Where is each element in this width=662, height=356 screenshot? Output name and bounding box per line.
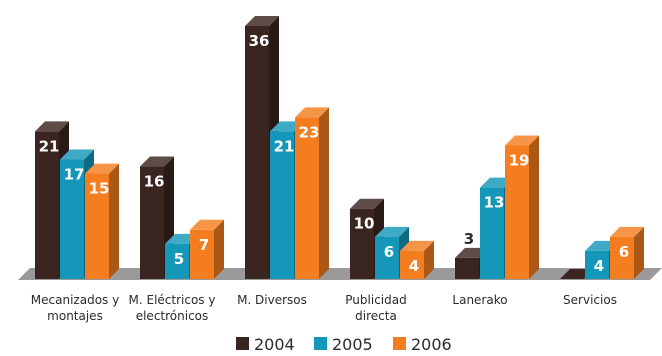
bar-front (350, 208, 374, 279)
legend-swatch-2006 (393, 337, 406, 350)
data-label-2005-1: 5 (174, 250, 184, 268)
bar-front (505, 145, 529, 279)
bar-front (455, 257, 479, 279)
bar-top (505, 135, 539, 146)
category-labels: Mecanizados y montajes M. Eléctricos y elec… (31, 293, 617, 323)
category-label-2: M. Diversos (237, 293, 307, 307)
data-label-2005-3: 6 (384, 243, 394, 261)
data-label-2004-0: 21 (39, 137, 60, 155)
legend-label-2006: 2006 (411, 335, 452, 354)
bar-top (190, 219, 224, 230)
legend-label-2004: 2004 (254, 335, 295, 354)
bar-side (529, 135, 539, 279)
data-label-2004-4: 3 (464, 230, 474, 248)
data-label-2005-4: 13 (484, 194, 505, 212)
bar-front (270, 131, 294, 279)
data-label-2006-3: 4 (409, 257, 419, 275)
bar-2006-4 (505, 135, 539, 279)
bar-front (140, 166, 164, 279)
data-label-2006-5: 6 (619, 243, 629, 261)
bar-top (60, 149, 94, 160)
bar-top (35, 121, 69, 132)
bar-front (480, 187, 504, 279)
bar-front (85, 173, 109, 279)
bar-front (295, 117, 319, 279)
bar-front (400, 250, 424, 279)
category-label-5: Servicios (563, 293, 617, 307)
data-label-2005-5: 4 (594, 257, 604, 275)
bar-top (140, 156, 174, 167)
legend: 2004 2005 2006 (236, 335, 452, 354)
data-label-2006-4: 19 (509, 151, 530, 169)
bar-front (60, 159, 84, 279)
data-label-2006-1: 7 (199, 236, 209, 254)
legend-swatch-2005 (314, 337, 327, 350)
bar-front (610, 236, 634, 279)
bar-2006-2 (295, 107, 329, 279)
category-label-4: Lanerako (452, 293, 507, 307)
bar-side (424, 240, 434, 279)
bar-front (245, 26, 269, 279)
bar-side (319, 107, 329, 279)
legend-swatch-2004 (236, 337, 249, 350)
bar-side (109, 163, 119, 279)
data-label-2006-2: 23 (299, 123, 320, 141)
data-label-2005-2: 21 (274, 137, 295, 155)
data-label-2004-3: 10 (354, 215, 375, 233)
bar-front (375, 236, 399, 279)
data-label-2004-1: 16 (144, 173, 165, 191)
bar-top (295, 107, 329, 118)
legend-label-2005: 2005 (332, 335, 373, 354)
bar-top (350, 198, 384, 209)
bar-front (35, 131, 59, 279)
bar-top (245, 16, 279, 26)
bar-2006-0 (85, 163, 119, 279)
bar-side (634, 226, 644, 279)
category-label-0: Mecanizados y montajes (31, 293, 119, 323)
bar-2006-3 (400, 240, 434, 279)
data-label-2005-0: 17 (64, 166, 85, 184)
bar-front (165, 243, 189, 279)
data-label-2006-0: 15 (89, 180, 110, 198)
category-label-3: Publicidad directa (345, 293, 406, 323)
bar-front (585, 250, 609, 279)
bar-top (85, 163, 119, 174)
bar-top (400, 240, 434, 251)
bar-top (375, 226, 409, 237)
bar-front (190, 229, 214, 279)
bar-2006-1 (190, 219, 224, 279)
category-label-1: M. Eléctricos y electrónicos (129, 293, 216, 323)
bar-side (214, 219, 224, 279)
bar-top (610, 226, 644, 237)
bar-2006-5 (610, 226, 644, 279)
data-label-2004-2: 36 (249, 32, 270, 50)
